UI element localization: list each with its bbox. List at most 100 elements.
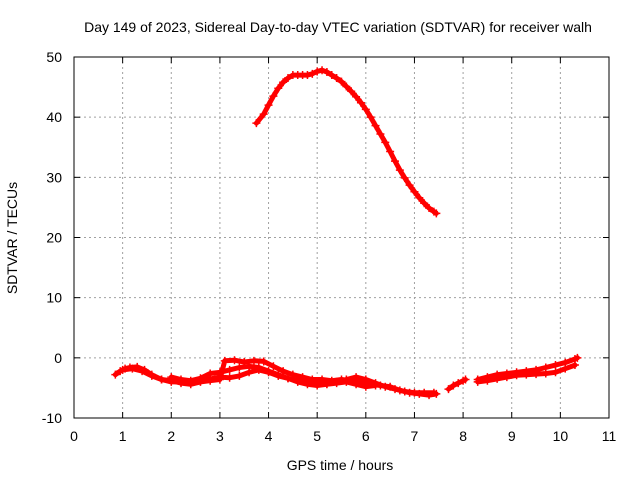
data-point: [502, 373, 511, 382]
data-point: [405, 181, 414, 190]
axis-ticks: 0 1 2 3 4 5 6 7 8 9 10 11 -10 0 10 20 30 40 50: [42, 49, 617, 444]
x-tick-label: 8: [459, 428, 467, 444]
series-layer: [111, 66, 582, 400]
data-point: [249, 356, 258, 365]
x-tick-label: 5: [313, 428, 321, 444]
data-point: [274, 84, 283, 93]
data-point: [551, 361, 560, 370]
data-point: [381, 138, 390, 147]
series-line: [120, 357, 439, 398]
data-point: [147, 371, 156, 380]
data-point: [264, 101, 273, 110]
series-5: [444, 375, 470, 394]
data-point: [220, 356, 229, 365]
data-point: [259, 357, 268, 366]
data-point: [313, 67, 322, 76]
data-point: [206, 369, 215, 378]
x-tick-label: 0: [70, 428, 78, 444]
data-point: [425, 391, 434, 400]
y-axis-label: SDTVAR / TECUs: [4, 182, 20, 294]
data-point: [288, 370, 297, 379]
data-point: [444, 385, 453, 394]
data-point: [225, 373, 234, 382]
data-point: [522, 370, 531, 379]
data-point: [308, 375, 317, 384]
data-point: [274, 370, 283, 379]
data-point: [327, 71, 336, 80]
data-point: [454, 379, 463, 388]
data-point: [337, 77, 346, 86]
data-point: [196, 374, 205, 383]
data-point: [386, 147, 395, 156]
y-tick-label: 30: [46, 169, 62, 185]
series-7: [473, 361, 579, 386]
data-point: [461, 375, 470, 384]
y-tick-label: 20: [46, 230, 62, 246]
data-point: [432, 389, 441, 398]
data-point: [167, 373, 176, 382]
data-point: [356, 98, 365, 107]
data-point: [318, 375, 327, 384]
data-point: [177, 375, 185, 384]
data-point: [361, 382, 370, 391]
data-point: [410, 187, 419, 196]
data-point: [342, 82, 351, 91]
data-point: [371, 121, 380, 130]
data-point: [318, 66, 327, 75]
series-1: [252, 66, 441, 218]
x-tick-label: 7: [411, 428, 419, 444]
data-point: [269, 362, 278, 371]
data-point: [332, 379, 341, 388]
data-point: [128, 364, 137, 373]
x-tick-label: 2: [167, 428, 175, 444]
data-point: [322, 380, 331, 389]
data-point: [366, 113, 375, 122]
y-tick-label: 40: [46, 109, 62, 125]
data-point: [532, 370, 541, 379]
data-point: [259, 110, 268, 119]
x-tick-label: 11: [602, 428, 617, 444]
data-point: [279, 78, 288, 87]
data-point: [342, 377, 351, 386]
data-point: [415, 389, 424, 398]
data-point: [254, 363, 263, 372]
chart-title: Day 149 of 2023, Sidereal Day-to-day VTE…: [84, 19, 592, 35]
data-point: [308, 69, 317, 78]
data-point: [371, 381, 380, 390]
series-3: [118, 356, 441, 400]
data-point: [449, 381, 458, 390]
data-point: [420, 199, 429, 208]
x-axis-label: GPS time / hours: [287, 457, 394, 473]
data-point: [573, 353, 582, 362]
data-point: [264, 367, 273, 376]
data-point: [303, 380, 312, 389]
data-point: [395, 386, 404, 395]
data-point: [551, 368, 560, 377]
data-point: [313, 381, 322, 390]
data-point: [361, 105, 370, 114]
x-tick-label: 1: [119, 428, 127, 444]
x-tick-label: 4: [265, 428, 273, 444]
data-point: [245, 362, 254, 371]
data-point: [561, 364, 570, 373]
data-point: [376, 130, 385, 139]
data-point: [352, 380, 361, 389]
y-tick-label: 10: [46, 290, 62, 306]
data-point: [284, 74, 292, 83]
data-point: [425, 204, 434, 213]
y-tick-label: 0: [54, 350, 62, 366]
data-point: [298, 373, 307, 382]
data-point: [332, 74, 341, 83]
data-point: [415, 193, 424, 202]
grid: [74, 57, 609, 418]
data-point: [473, 377, 482, 386]
data-point: [391, 157, 399, 166]
data-point: [252, 119, 261, 128]
data-point: [352, 92, 361, 101]
series-4: [167, 362, 380, 391]
data-point: [186, 376, 195, 385]
data-point: [293, 377, 302, 386]
series-line: [253, 67, 439, 216]
data-point: [483, 376, 492, 385]
